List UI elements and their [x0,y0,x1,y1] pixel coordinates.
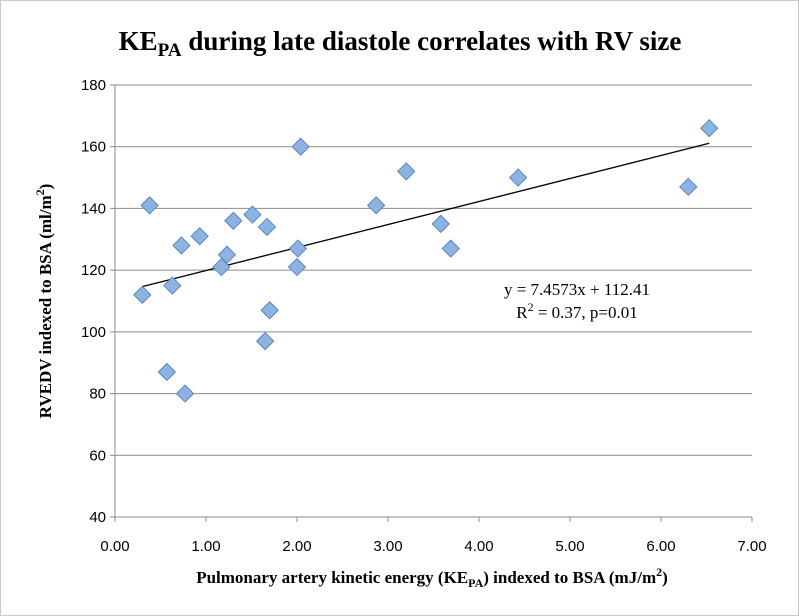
trendline-group [142,142,710,288]
data-point [157,362,177,382]
y-tick-label: 140 [81,200,106,217]
data-point [224,211,243,230]
data-point [133,285,152,305]
data-point [257,217,277,237]
data-point [163,276,182,295]
data-point [140,196,159,215]
x-tick-label: 0.00 [100,538,129,555]
gridlines [115,84,752,456]
x-tick-labels: 0.00 1.00 2.00 3.00 4.00 5.00 6.00 7.00 [100,538,766,555]
data-point [287,257,307,277]
x-tick-label: 3.00 [373,538,402,555]
data-point [291,137,310,156]
data-point [217,245,237,264]
y-tick-label: 120 [81,262,106,279]
data-point [172,236,191,255]
y-tick-labels: 40 60 80 100 120 140 160 180 [81,77,106,526]
y-tick-label: 80 [89,386,106,403]
equation-label: y = 7.4573x + 112.41 [504,280,650,299]
data-point [679,177,698,197]
data-point [212,257,231,277]
data-point [366,196,386,215]
data-point [700,118,719,138]
data-point [431,214,450,234]
y-axis-label: RVEDV indexed to BSA (ml/m2) [33,184,55,419]
data-points [133,118,719,403]
trendline [142,142,710,288]
data-point [190,226,209,246]
data-point [508,168,528,187]
axes [110,84,753,522]
y-tick-label: 60 [89,447,106,464]
data-point [441,239,460,258]
data-point [175,384,195,403]
chart-title: KEPA during late diastole correlates wit… [119,26,682,61]
data-point [243,205,262,224]
data-point [255,331,275,351]
y-tick-label: 100 [81,324,106,341]
x-tick-label: 5.00 [555,538,584,555]
x-tick-label: 7.00 [737,538,766,555]
x-axis-label: Pulmonary artery kinetic energy (KEPA) i… [196,565,668,590]
data-point [288,239,308,258]
r-squared-label: R2 = 0.37, p=0.01 [516,300,638,322]
y-tick-label: 180 [81,77,106,94]
y-tick-label: 160 [81,139,106,156]
data-point [260,301,279,320]
x-tick-label: 6.00 [646,538,675,555]
y-tick-label: 40 [89,509,106,526]
x-tick-label: 2.00 [282,538,311,555]
x-tick-label: 4.00 [464,538,493,555]
data-point [396,162,416,181]
x-tick-label: 1.00 [191,538,220,555]
